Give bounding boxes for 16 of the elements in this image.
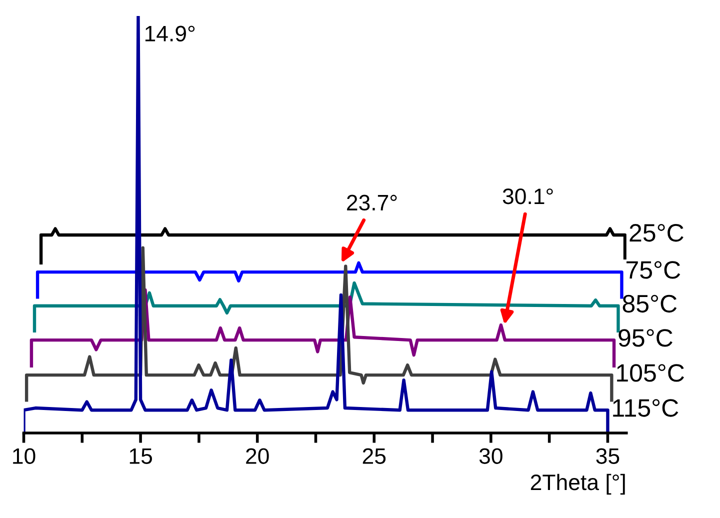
x-tick-label: 15 (130, 448, 152, 464)
series-label: 75°C (626, 261, 680, 279)
series-label: 25°C (630, 224, 684, 242)
series-label: 105°C (617, 364, 684, 382)
series-label: 85°C (622, 294, 677, 313)
series-label: 95°C (618, 329, 672, 347)
x-tick-label: 25 (362, 448, 386, 464)
x-tick-label: 10 (13, 448, 36, 464)
x-tick-label: 35 (596, 448, 620, 464)
annotation: 14.9° (145, 26, 195, 42)
series-label: 115°C (613, 399, 678, 417)
annotation: 30.1° (502, 188, 553, 204)
annotation: 23.7° (347, 194, 397, 211)
x-axis-title: 2Theta [°] (530, 474, 625, 495)
x-tick-label: 30 (479, 448, 502, 464)
x-tick-label: 20 (246, 448, 269, 464)
